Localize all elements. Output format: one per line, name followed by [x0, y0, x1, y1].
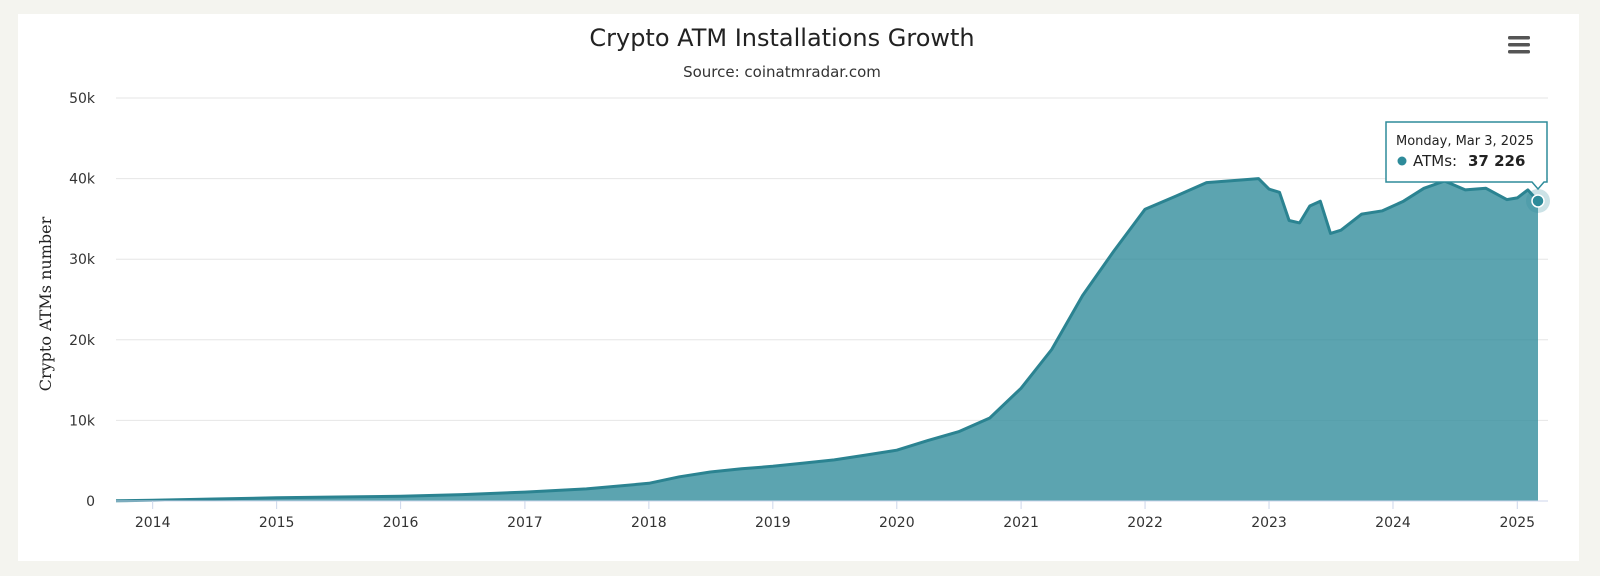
series-area-fill: [116, 178, 1538, 501]
y-axis: 0 10k 20k 30k 40k 50k: [69, 91, 96, 510]
x-tick-label: 2023: [1251, 515, 1287, 531]
area-layer: [115, 177, 1540, 503]
x-tick-label: 2016: [383, 515, 419, 531]
hover-marker: [1526, 188, 1550, 213]
hover-point[interactable]: [1531, 194, 1545, 208]
x-tick-label: 2022: [1127, 515, 1163, 531]
y-tick-label: 50k: [69, 91, 96, 107]
x-tick-label: 2020: [879, 515, 915, 531]
tooltip-box: [1385, 121, 1548, 191]
chart-card: 2014 2015 2016 2017 2018 2019 2020 2021 2022 2023…: [18, 14, 1579, 561]
x-tick-label: 2017: [507, 515, 543, 531]
x-tick-label: 2019: [755, 515, 791, 531]
x-tick-label: 2015: [259, 515, 295, 531]
hamburger-menu-icon[interactable]: [1506, 34, 1532, 56]
y-tick-label: 40k: [69, 172, 96, 188]
series-line: [115, 177, 1540, 503]
y-axis-label: Crypto ATMs number: [36, 216, 55, 391]
tooltip-series-name: ATMs:: [1413, 152, 1457, 170]
x-tick-label: 2018: [631, 515, 667, 531]
tooltip-series-dot: [1397, 156, 1407, 166]
tooltip-value: 37 226: [1468, 152, 1525, 170]
tooltip: Monday, Mar 3, 2025 ATMs: 37 226: [1385, 121, 1548, 191]
y-tick-label: 30k: [69, 252, 96, 268]
y-tick-label: 10k: [69, 413, 96, 429]
chart-subtitle: Source: coinatmradar.com: [683, 63, 881, 81]
x-tick-label: 2025: [1499, 515, 1535, 531]
chart-svg: 2014 2015 2016 2017 2018 2019 2020 2021 2022 2023…: [36, 24, 1550, 531]
x-tick-label: 2024: [1375, 515, 1411, 531]
x-tick-label: 2014: [135, 515, 171, 531]
tooltip-date: Monday, Mar 3, 2025: [1396, 134, 1534, 149]
x-tick-label: 2021: [1003, 515, 1039, 531]
y-tick-label: 20k: [69, 333, 96, 349]
chart-title: Crypto ATM Installations Growth: [589, 24, 974, 52]
y-tick-label: 0: [86, 494, 95, 510]
x-axis: 2014 2015 2016 2017 2018 2019 2020 2021 2022 2023…: [116, 500, 1548, 531]
